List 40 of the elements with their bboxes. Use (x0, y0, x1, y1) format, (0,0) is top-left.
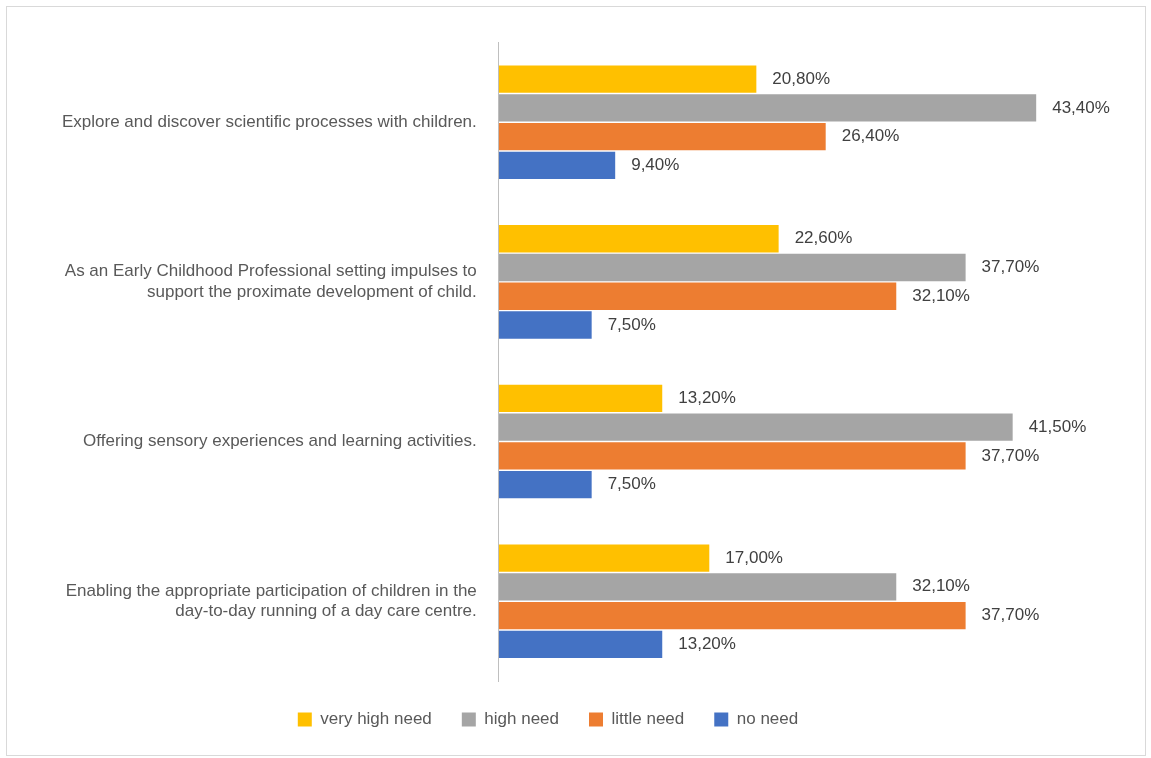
data-label: 13,20% (678, 633, 736, 653)
data-label: 41,50% (1028, 416, 1087, 436)
bar (498, 151, 616, 179)
data-label: 43,40% (1052, 97, 1110, 117)
bar (498, 442, 966, 470)
data-label: 9,40% (631, 155, 680, 175)
bar (498, 94, 1037, 122)
data-label: 7,50% (607, 314, 656, 334)
bar (498, 384, 663, 413)
bar (498, 470, 592, 499)
data-label: 17,00% (725, 547, 783, 567)
data-label: 20,80% (772, 68, 831, 88)
bar (498, 311, 592, 339)
data-label: 32,10% (912, 285, 970, 305)
bar (498, 573, 897, 601)
bar (498, 122, 826, 151)
data-label: 37,70% (981, 445, 1040, 465)
bar (498, 225, 779, 253)
data-label: 13,20% (678, 388, 736, 408)
legend-label: high need (484, 709, 559, 729)
y-tick-label: Explore and discover scientific processes with children. (61, 111, 477, 131)
y-tick-label: As an Early Childhood Professional setting impulses to support the proximate development of child. (64, 261, 477, 301)
y-tick-label: Offering sensory experiences and learning activities. (83, 431, 477, 451)
bar (498, 65, 757, 93)
legend-label: little need (611, 709, 685, 729)
data-label: 22,60% (794, 228, 853, 248)
data-label: 7,50% (607, 474, 656, 494)
bar (498, 413, 1013, 441)
data-label: 26,40% (841, 126, 900, 146)
legend-label: very high need (320, 709, 432, 729)
bar (498, 601, 966, 630)
legend-label: no need (736, 709, 799, 729)
bar (498, 282, 897, 310)
data-label: 32,10% (912, 576, 970, 596)
y-tick-label: Enabling the appropriate participation of children in the day-to-day running of a day care centre. (65, 580, 477, 621)
data-label: 37,70% (981, 605, 1040, 625)
bar (498, 544, 710, 572)
bar (498, 253, 966, 282)
data-label: 37,70% (981, 257, 1040, 277)
bar (498, 630, 663, 658)
